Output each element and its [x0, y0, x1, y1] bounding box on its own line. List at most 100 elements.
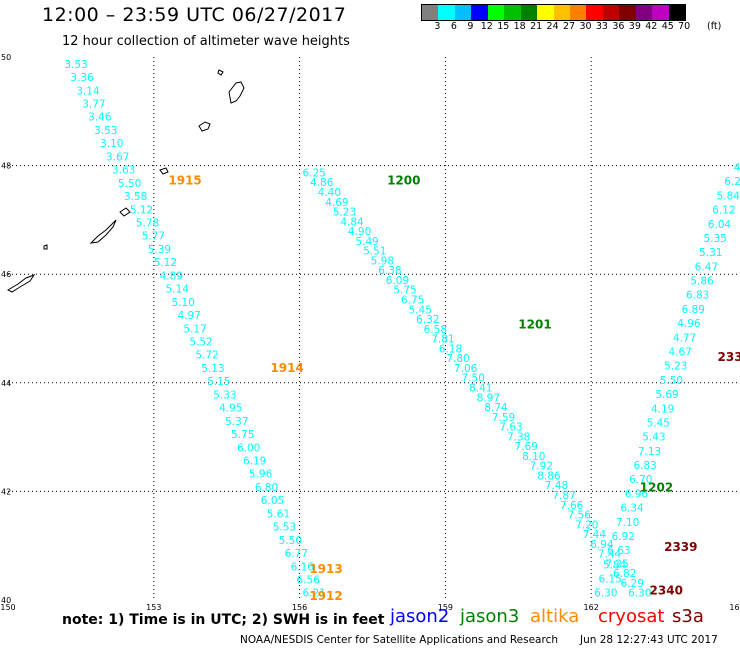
- wave-height-point: 6.94: [590, 539, 614, 551]
- wave-height-point: 6.16: [291, 561, 315, 573]
- wave-height-point: 4: [734, 162, 740, 174]
- color-scale-swatch: [652, 5, 669, 20]
- chart-subtitle: 12 hour collection of altimeter wave hei…: [62, 34, 350, 49]
- wave-height-point: 7.56: [568, 510, 592, 522]
- color-scale-swatch: [454, 5, 472, 20]
- wave-height-point: 7.06: [454, 363, 478, 375]
- wave-height-point: 6.77: [285, 548, 308, 560]
- wave-height-point: 5.10: [172, 297, 195, 309]
- color-scale-swatch: [619, 5, 636, 20]
- wave-height-point: 6.21: [302, 588, 325, 600]
- wave-height-point: 7.81: [431, 334, 454, 346]
- wave-height-point: 7.59: [492, 412, 515, 424]
- wave-height-point: 7.38: [507, 431, 530, 443]
- wave-height-point: 6.18: [439, 343, 462, 355]
- pass-time-label: 1200: [387, 174, 420, 188]
- x-tick-label: 165: [729, 603, 740, 612]
- wave-height-point: 7.80: [446, 353, 469, 365]
- wave-height-point: 6.47: [695, 261, 718, 273]
- wave-height-point: 6.63: [607, 545, 630, 557]
- wave-height-point: 3.53: [64, 59, 87, 71]
- x-tick-label: 153: [146, 603, 161, 612]
- x-tick-label: 150: [0, 603, 15, 612]
- footnote: note: 1) Time is in UTC; 2) SWH is in fe…: [62, 612, 385, 628]
- wave-height-point: 6.05: [261, 495, 284, 507]
- wave-height-point: 7.92: [530, 461, 553, 473]
- wave-height-point: 7.20: [575, 519, 598, 531]
- color-scale-swatch: [586, 5, 603, 20]
- wave-height-point: 6.70: [629, 474, 652, 486]
- wave-height-point: 6.82: [613, 568, 636, 580]
- chart-title: 12:00 – 23:59 UTC 06/27/2017: [42, 4, 347, 26]
- color-scale-tick: 36: [612, 21, 625, 32]
- coastline-island: [119, 207, 131, 217]
- y-tick-label: 50: [1, 53, 11, 62]
- generated-timestamp: Jun 28 12:27:43 UTC 2017: [580, 634, 718, 646]
- wave-height-point: 3.77: [82, 99, 105, 111]
- wave-height-point: 5.61: [267, 508, 290, 520]
- wave-height-point: 3.14: [76, 85, 100, 97]
- wave-height-point: 6.56: [297, 575, 321, 587]
- wave-height-point: 5.39: [148, 244, 171, 256]
- wave-height-point: 5.78: [136, 218, 159, 230]
- wave-height-point: 5.12: [130, 204, 153, 216]
- wave-height-point: 5.35: [703, 233, 726, 245]
- wave-height-point: 3.46: [88, 112, 112, 124]
- wave-height-point: 7.44: [598, 549, 622, 561]
- wave-height-point: 6.96: [625, 488, 649, 500]
- wave-height-point: 6.89: [682, 304, 705, 316]
- wave-height-point: 4.19: [651, 403, 674, 415]
- color-scale-tick: 12: [480, 21, 493, 32]
- y-tick-label: 44: [1, 379, 11, 388]
- wave-height-point: 7.48: [545, 480, 568, 492]
- color-scale-tick: 42: [645, 21, 658, 32]
- legend-entry-jason3: jason3: [460, 606, 520, 627]
- wave-height-point: 3.53: [94, 125, 117, 137]
- wave-height-point: 6.30: [594, 588, 617, 600]
- wave-height-point: 5.50: [279, 535, 302, 547]
- wave-height-point: 5.45: [647, 417, 670, 429]
- wave-height-point: 6.75: [401, 295, 424, 307]
- pass-time-label: 1202: [640, 480, 673, 494]
- wave-height-point: 4.89: [160, 270, 183, 282]
- y-tick-label: 42: [1, 487, 11, 496]
- color-scale-swatch: [602, 5, 620, 20]
- wave-height-point: 7.63: [499, 422, 522, 434]
- wave-height-point: 8.10: [522, 451, 545, 463]
- wave-height-point: 5.23: [664, 361, 687, 373]
- wave-height-point: 5.77: [142, 231, 165, 243]
- wave-height-point: 5.23: [333, 207, 356, 219]
- coastline-island: [159, 167, 169, 175]
- color-scale-tick: 33: [595, 21, 608, 32]
- color-scale-tick: 18: [513, 21, 526, 32]
- wave-height-point: 6.92: [612, 531, 635, 543]
- color-scale-tick: 45: [661, 21, 674, 32]
- wave-height-point: 5.84: [603, 559, 627, 571]
- color-scale-tick: 30: [579, 21, 592, 32]
- wave-height-point: 6.30: [628, 588, 651, 600]
- legend-entry-jason2: jason2: [390, 606, 450, 627]
- color-scale-tick: 21: [530, 21, 543, 32]
- credit-line: NOAA/NESDIS Center for Satellite Applica…: [240, 634, 558, 646]
- wave-height-point: 3.58: [124, 191, 147, 203]
- wave-height-point: 3.67: [106, 151, 129, 163]
- wave-height-point: 7.13: [638, 446, 661, 458]
- coastline-island: [217, 69, 224, 76]
- coastline-island: [89, 219, 117, 244]
- pass-time-label: 233: [718, 350, 740, 364]
- color-scale-tick: 3: [434, 21, 441, 32]
- color-scale-swatch: [520, 5, 538, 20]
- pass-time-label: 1914: [270, 361, 303, 375]
- wave-height-point: 5.51: [363, 246, 386, 258]
- color-scale-swatch: [668, 5, 685, 20]
- color-scale-swatch: [487, 5, 505, 20]
- wave-height-point: 7.69: [515, 441, 538, 453]
- wave-height-point: 6.83: [686, 290, 709, 302]
- wave-height-point: 7.25: [605, 558, 628, 570]
- wave-height-point: 5.96: [249, 469, 273, 481]
- coastline-island: [6, 273, 36, 293]
- wave-height-point: 5.43: [642, 432, 665, 444]
- wave-height-point: 6.00: [237, 442, 260, 454]
- color-scale-tick: 15: [497, 21, 510, 32]
- wave-height-point: 8.86: [537, 470, 561, 482]
